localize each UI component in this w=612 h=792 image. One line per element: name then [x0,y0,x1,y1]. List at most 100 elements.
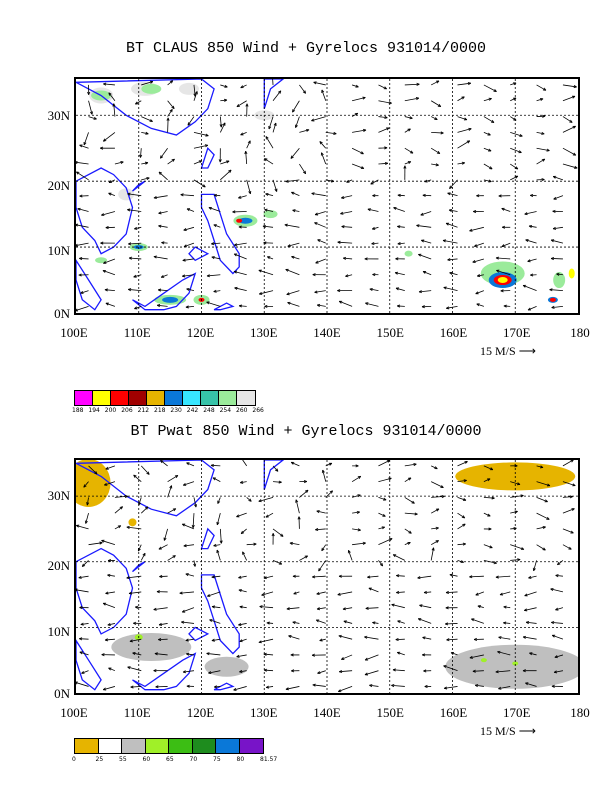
wind-vector [352,510,360,514]
wind-vector [265,192,274,197]
wind-vector [158,171,168,181]
wind-vector [134,100,142,105]
wind-vector [562,481,576,487]
wind-vector [272,465,279,472]
wind-vector [238,225,247,229]
wind-vector [316,607,326,611]
wind-vector [495,256,511,260]
wind-vector [213,224,221,228]
panel2-scale-label: 15 M/S ⟶ [480,724,536,739]
wind-vector [156,590,168,594]
wind-vector [134,226,142,230]
wind-vector [238,575,247,579]
wind-vector [114,525,122,530]
wind-vector [238,304,247,308]
wind-vector [285,179,300,183]
wind-vector [337,240,353,244]
colorbar-label: 75 [213,756,221,763]
wind-vector [181,620,195,624]
wind-vector [216,549,221,561]
wind-vector [347,550,353,561]
wind-vector [213,543,221,547]
wind-vector [155,685,168,689]
wind-vector [179,591,195,595]
wind-vector [295,499,300,514]
wind-vector [258,290,274,295]
wind-vector [311,116,326,122]
wind-vector [423,669,432,673]
wind-vector [289,541,300,546]
wind-vector [167,555,176,561]
wind-vector [370,179,379,185]
wind-vector [103,82,115,86]
wind-vector [104,288,115,292]
wind-vector [345,274,353,278]
colorbar-label: 212 [137,407,150,414]
wind-vector [193,179,206,188]
wind-vector [392,554,405,561]
wind-vector [263,575,274,580]
panel1-map-svg [76,79,578,313]
colorbar-swatch [93,391,111,405]
wind-vector [191,513,195,529]
wind-vector [562,84,577,89]
wind-vector [562,508,575,514]
wind-vector [263,652,274,656]
wind-vector [314,211,326,216]
wind-vector [496,269,511,276]
wind-vector [213,685,221,689]
panel1-map[interactable] [74,77,580,315]
wind-vector [313,81,326,86]
coastline [76,167,134,255]
xlabel-120e: 120E [186,325,215,340]
wind-vector [299,128,310,133]
wind-vector [443,686,458,690]
wind-vector [351,112,359,117]
wind-vector [469,575,484,579]
wind-vector [525,239,537,244]
xlabel-110e: 110E [123,325,151,340]
wind-vector [76,524,89,530]
wind-vector [208,670,221,675]
wind-vector [483,179,492,183]
wind-vector [272,179,278,192]
wind-vector [291,255,300,260]
wind-vector [211,638,221,642]
wind-vector [483,97,492,102]
wind-vector [287,242,300,248]
scale-arrow-icon: ⟶ [518,724,536,738]
wind-vector [418,290,432,294]
wind-vector [219,116,223,128]
wind-vector [445,606,458,610]
wind-vector [550,257,563,261]
wind-vector [497,650,511,656]
wind-vector [472,258,484,263]
wind-vector [528,224,537,229]
wind-vector [337,289,353,293]
wind-vector [524,211,537,216]
wind-vector [532,560,537,572]
wind-vector [525,621,537,625]
wind-vector [337,686,353,693]
wind-vector [551,621,563,625]
wind-vector [510,544,525,550]
cloud-green [404,250,413,257]
panel2-map[interactable] [74,458,580,695]
wind-vector [431,495,445,499]
wind-vector [378,115,388,119]
colorbar-label: 254 [219,407,232,414]
wind-vector [395,257,405,261]
wind-vector [233,270,247,276]
wind-vector [457,116,468,121]
wind-vector [102,602,116,609]
wind-vector [474,684,484,688]
wind-vector [79,637,89,641]
wind-vector [101,539,116,546]
wind-vector [475,290,485,295]
wind-vector [367,575,379,579]
wind-vector [457,497,467,501]
wind-vector [395,287,405,291]
wind-vector [246,179,252,195]
wind-vector [240,84,247,89]
wind-vector [114,494,128,498]
